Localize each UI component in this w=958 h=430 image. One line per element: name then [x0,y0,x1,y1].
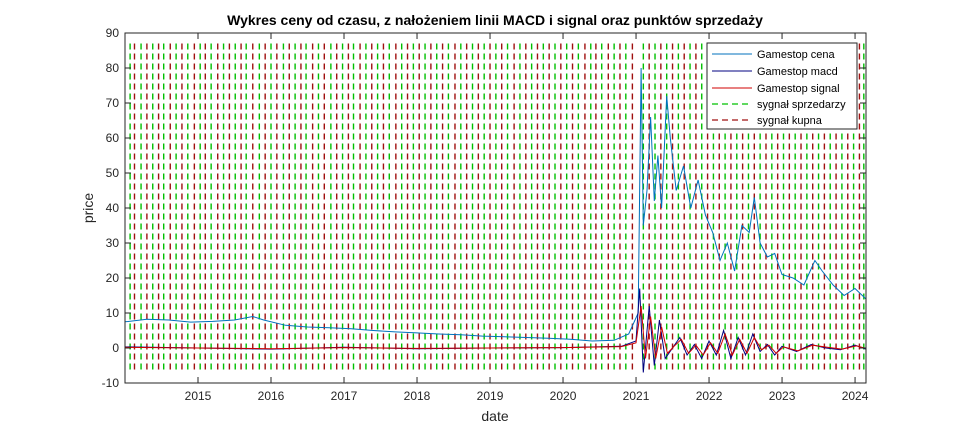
y-tick-label-20: 20 [106,271,120,285]
y-tick-label-60: 60 [106,131,120,145]
x-tick-label-2021: 2021 [623,389,650,403]
x-tick-label-2024: 2024 [842,389,869,403]
y-tick-label-50: 50 [106,166,120,180]
legend-label-signal: Gamestop signal [757,83,840,95]
x-tick-label-2022: 2022 [696,389,723,403]
x-tick-label-2023: 2023 [769,389,796,403]
legend-label-price: Gamestop cena [757,49,836,61]
legend-label-sell: sygnał sprzedarzy [757,99,846,111]
series-line-signal [124,305,867,359]
y-tick-label--10: -10 [102,376,120,390]
chart-title: Wykres ceny od czasu, z nałożeniem linii… [227,12,763,28]
legend-box [706,42,858,130]
legend-label-buy: sygnał kupna [757,115,823,127]
y-tick-label-70: 70 [106,96,120,110]
y-tick-label-90: 90 [106,26,120,40]
y-tick-label-0: 0 [112,341,119,355]
legend: Gamestop cena Gamestop macd Gamestop sig… [706,42,858,130]
x-tick-label-2015: 2015 [185,389,212,403]
x-tick-label-2019: 2019 [477,389,504,403]
y-tick-label-10: 10 [106,306,120,320]
axis-ticks: 2015 2016 2017 2018 2019 2020 2021 2022 2023 2024… [102,26,869,403]
x-tick-label-2020: 2020 [550,389,577,403]
x-tick-label-2017: 2017 [331,389,358,403]
legend-label-macd: Gamestop macd [757,66,838,78]
y-tick-label-40: 40 [106,201,120,215]
series-lines [124,67,867,373]
series-line-price [124,67,867,342]
y-tick-label-30: 30 [106,236,120,250]
y-axis-label: price [80,193,96,224]
x-tick-label-2016: 2016 [258,389,285,403]
y-tick-label-80: 80 [106,61,120,75]
x-tick-label-2018: 2018 [404,389,431,403]
x-axis-label: date [481,408,508,424]
series-line-macd [124,288,867,373]
